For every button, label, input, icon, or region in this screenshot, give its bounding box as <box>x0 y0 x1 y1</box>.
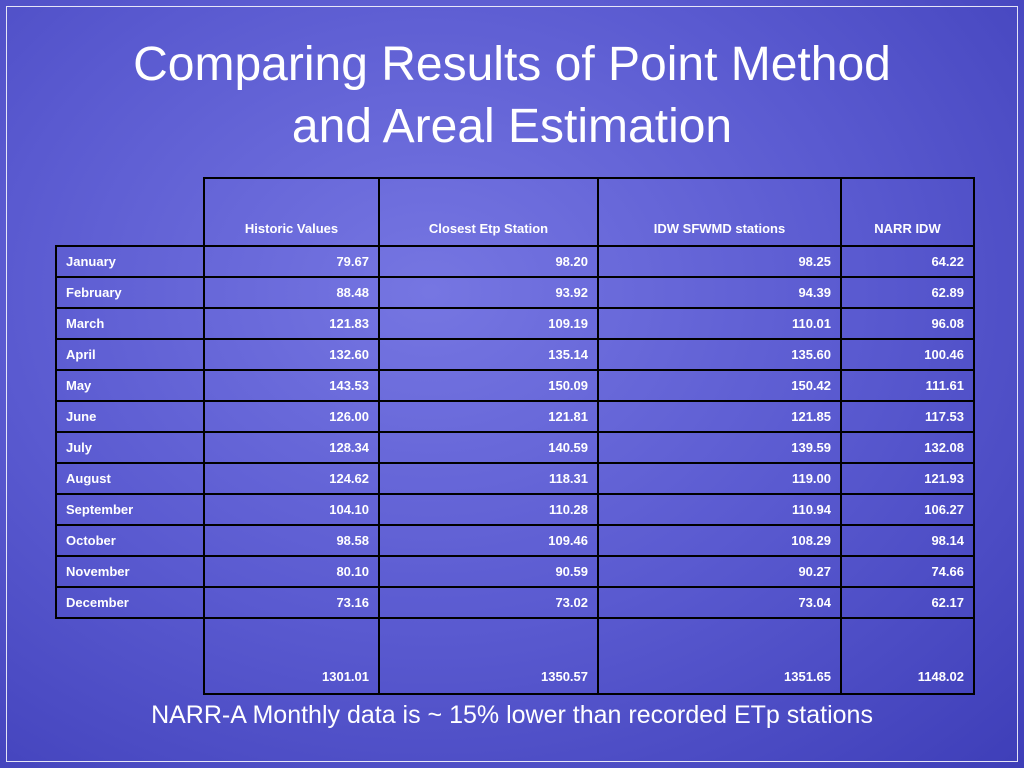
value-cell: 74.66 <box>840 555 975 588</box>
value-cell: 90.59 <box>378 555 599 588</box>
value-cell: 79.67 <box>203 245 380 278</box>
header-cell: IDW SFWMD stations <box>597 177 842 247</box>
table-container: Historic Values Closest Etp Station IDW … <box>55 177 975 695</box>
value-cell: 135.60 <box>597 338 842 371</box>
value-cell: 109.46 <box>378 524 599 557</box>
value-cell: 98.20 <box>378 245 599 278</box>
value-cell: 73.02 <box>378 586 599 619</box>
value-cell: 126.00 <box>203 400 380 433</box>
value-cell: 110.01 <box>597 307 842 340</box>
month-cell: December <box>55 586 205 619</box>
total-cell: 1301.01 <box>203 617 380 695</box>
month-cell: August <box>55 462 205 495</box>
value-cell: 96.08 <box>840 307 975 340</box>
value-cell: 62.89 <box>840 276 975 309</box>
value-cell: 90.27 <box>597 555 842 588</box>
value-cell: 98.25 <box>597 245 842 278</box>
data-table: Historic Values Closest Etp Station IDW … <box>55 177 975 695</box>
value-cell: 62.17 <box>840 586 975 619</box>
month-cell: January <box>55 245 205 278</box>
value-cell: 135.14 <box>378 338 599 371</box>
month-cell: June <box>55 400 205 433</box>
month-cell: February <box>55 276 205 309</box>
value-cell: 132.08 <box>840 431 975 464</box>
month-cell: September <box>55 493 205 526</box>
value-cell: 128.34 <box>203 431 380 464</box>
value-cell: 121.81 <box>378 400 599 433</box>
table-row: August 124.62 118.31 119.00 121.93 <box>55 462 975 495</box>
value-cell: 121.83 <box>203 307 380 340</box>
value-cell: 143.53 <box>203 369 380 402</box>
value-cell: 117.53 <box>840 400 975 433</box>
table-row: December 73.16 73.02 73.04 62.17 <box>55 586 975 619</box>
value-cell: 108.29 <box>597 524 842 557</box>
header-empty-cell <box>56 178 205 247</box>
table-total-row: 1301.01 1350.57 1351.65 1148.02 <box>56 617 975 695</box>
value-cell: 110.28 <box>378 493 599 526</box>
value-cell: 118.31 <box>378 462 599 495</box>
slide-title-line-2: and Areal Estimation <box>291 100 733 154</box>
slide-title: Comparing Results of Point Method and Ar… <box>0 34 1024 159</box>
value-cell: 109.19 <box>378 307 599 340</box>
total-empty-cell <box>56 617 205 694</box>
table-row: September 104.10 110.28 110.94 106.27 <box>55 493 975 526</box>
table-row: March 121.83 109.19 110.01 96.08 <box>55 307 975 340</box>
table-row: January 79.67 98.20 98.25 64.22 <box>55 245 975 278</box>
value-cell: 73.04 <box>597 586 842 619</box>
month-cell: July <box>55 431 205 464</box>
table-row: November 80.10 90.59 90.27 74.66 <box>55 555 975 588</box>
value-cell: 139.59 <box>597 431 842 464</box>
value-cell: 64.22 <box>840 245 975 278</box>
value-cell: 100.46 <box>840 338 975 371</box>
table-row: July 128.34 140.59 139.59 132.08 <box>55 431 975 464</box>
month-cell: March <box>55 307 205 340</box>
value-cell: 121.93 <box>840 462 975 495</box>
month-cell: October <box>55 524 205 557</box>
table-row: May 143.53 150.09 150.42 111.61 <box>55 369 975 402</box>
table-row: October 98.58 109.46 108.29 98.14 <box>55 524 975 557</box>
value-cell: 106.27 <box>840 493 975 526</box>
value-cell: 121.85 <box>597 400 842 433</box>
value-cell: 94.39 <box>597 276 842 309</box>
header-cell: Historic Values <box>203 177 380 247</box>
value-cell: 80.10 <box>203 555 380 588</box>
value-cell: 124.62 <box>203 462 380 495</box>
header-cell: NARR IDW <box>840 177 975 247</box>
total-cell: 1148.02 <box>840 617 975 695</box>
value-cell: 150.42 <box>597 369 842 402</box>
value-cell: 104.10 <box>203 493 380 526</box>
value-cell: 111.61 <box>840 369 975 402</box>
footer-note: NARR-A Monthly data is ~ 15% lower than … <box>151 701 873 729</box>
value-cell: 140.59 <box>378 431 599 464</box>
month-cell: May <box>55 369 205 402</box>
value-cell: 98.58 <box>203 524 380 557</box>
slide-title-line-1: Comparing Results of Point Method <box>133 38 891 91</box>
month-cell: April <box>55 338 205 371</box>
value-cell: 93.92 <box>378 276 599 309</box>
value-cell: 73.16 <box>203 586 380 619</box>
value-cell: 98.14 <box>840 524 975 557</box>
total-cell: 1351.65 <box>597 617 842 695</box>
value-cell: 88.48 <box>203 276 380 309</box>
value-cell: 119.00 <box>597 462 842 495</box>
total-cell: 1350.57 <box>378 617 599 695</box>
table-row: June 126.00 121.81 121.85 117.53 <box>55 400 975 433</box>
month-cell: November <box>55 555 205 588</box>
value-cell: 132.60 <box>203 338 380 371</box>
table-row: April 132.60 135.14 135.60 100.46 <box>55 338 975 371</box>
table-header-row: Historic Values Closest Etp Station IDW … <box>56 177 975 247</box>
value-cell: 110.94 <box>597 493 842 526</box>
table-row: February 88.48 93.92 94.39 62.89 <box>55 276 975 309</box>
value-cell: 150.09 <box>378 369 599 402</box>
header-cell: Closest Etp Station <box>378 177 599 247</box>
